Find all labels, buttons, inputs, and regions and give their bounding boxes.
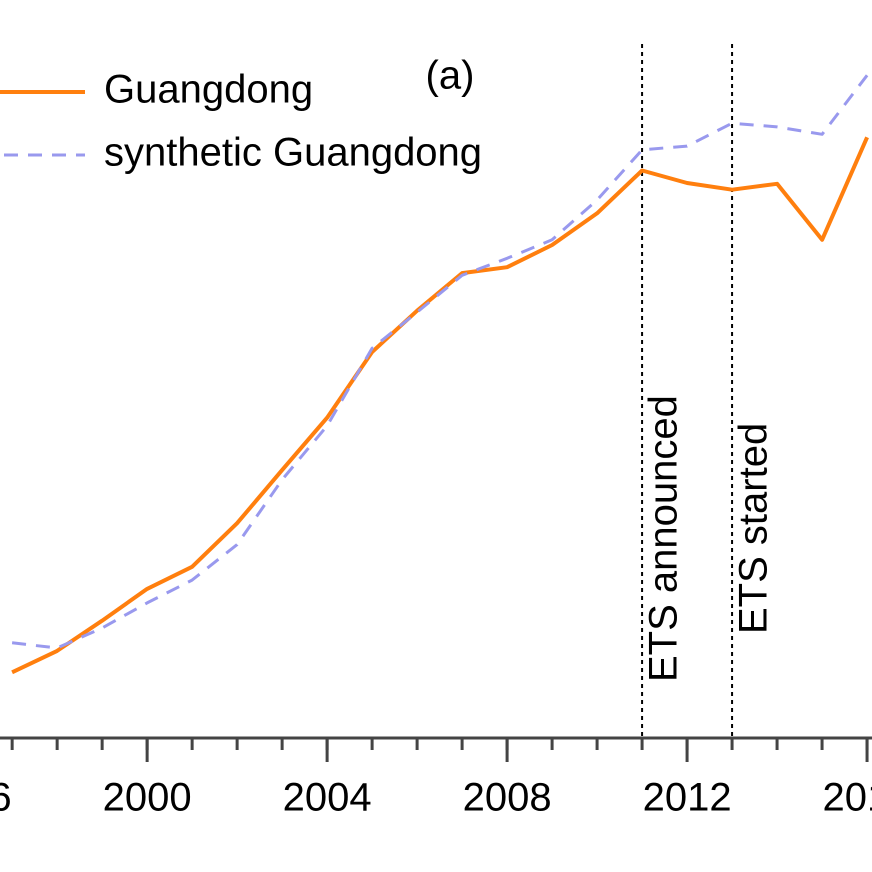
x-tick-label: 2016 [823, 776, 872, 820]
x-tick-label: 2000 [103, 776, 192, 820]
series-line [11, 74, 869, 650]
x-tick-label: 2004 [283, 776, 372, 820]
x-tick-label: 1996 [0, 776, 12, 820]
legend-label: synthetic Guangdong [104, 131, 482, 175]
event-label: ETS started [732, 423, 776, 634]
x-tick-label: 2012 [643, 776, 732, 820]
legend-label: Guangdong [104, 68, 313, 112]
x-tick-label: 2008 [463, 776, 552, 820]
annotation: (a) [426, 54, 475, 98]
event-label: ETS announced [642, 395, 686, 682]
